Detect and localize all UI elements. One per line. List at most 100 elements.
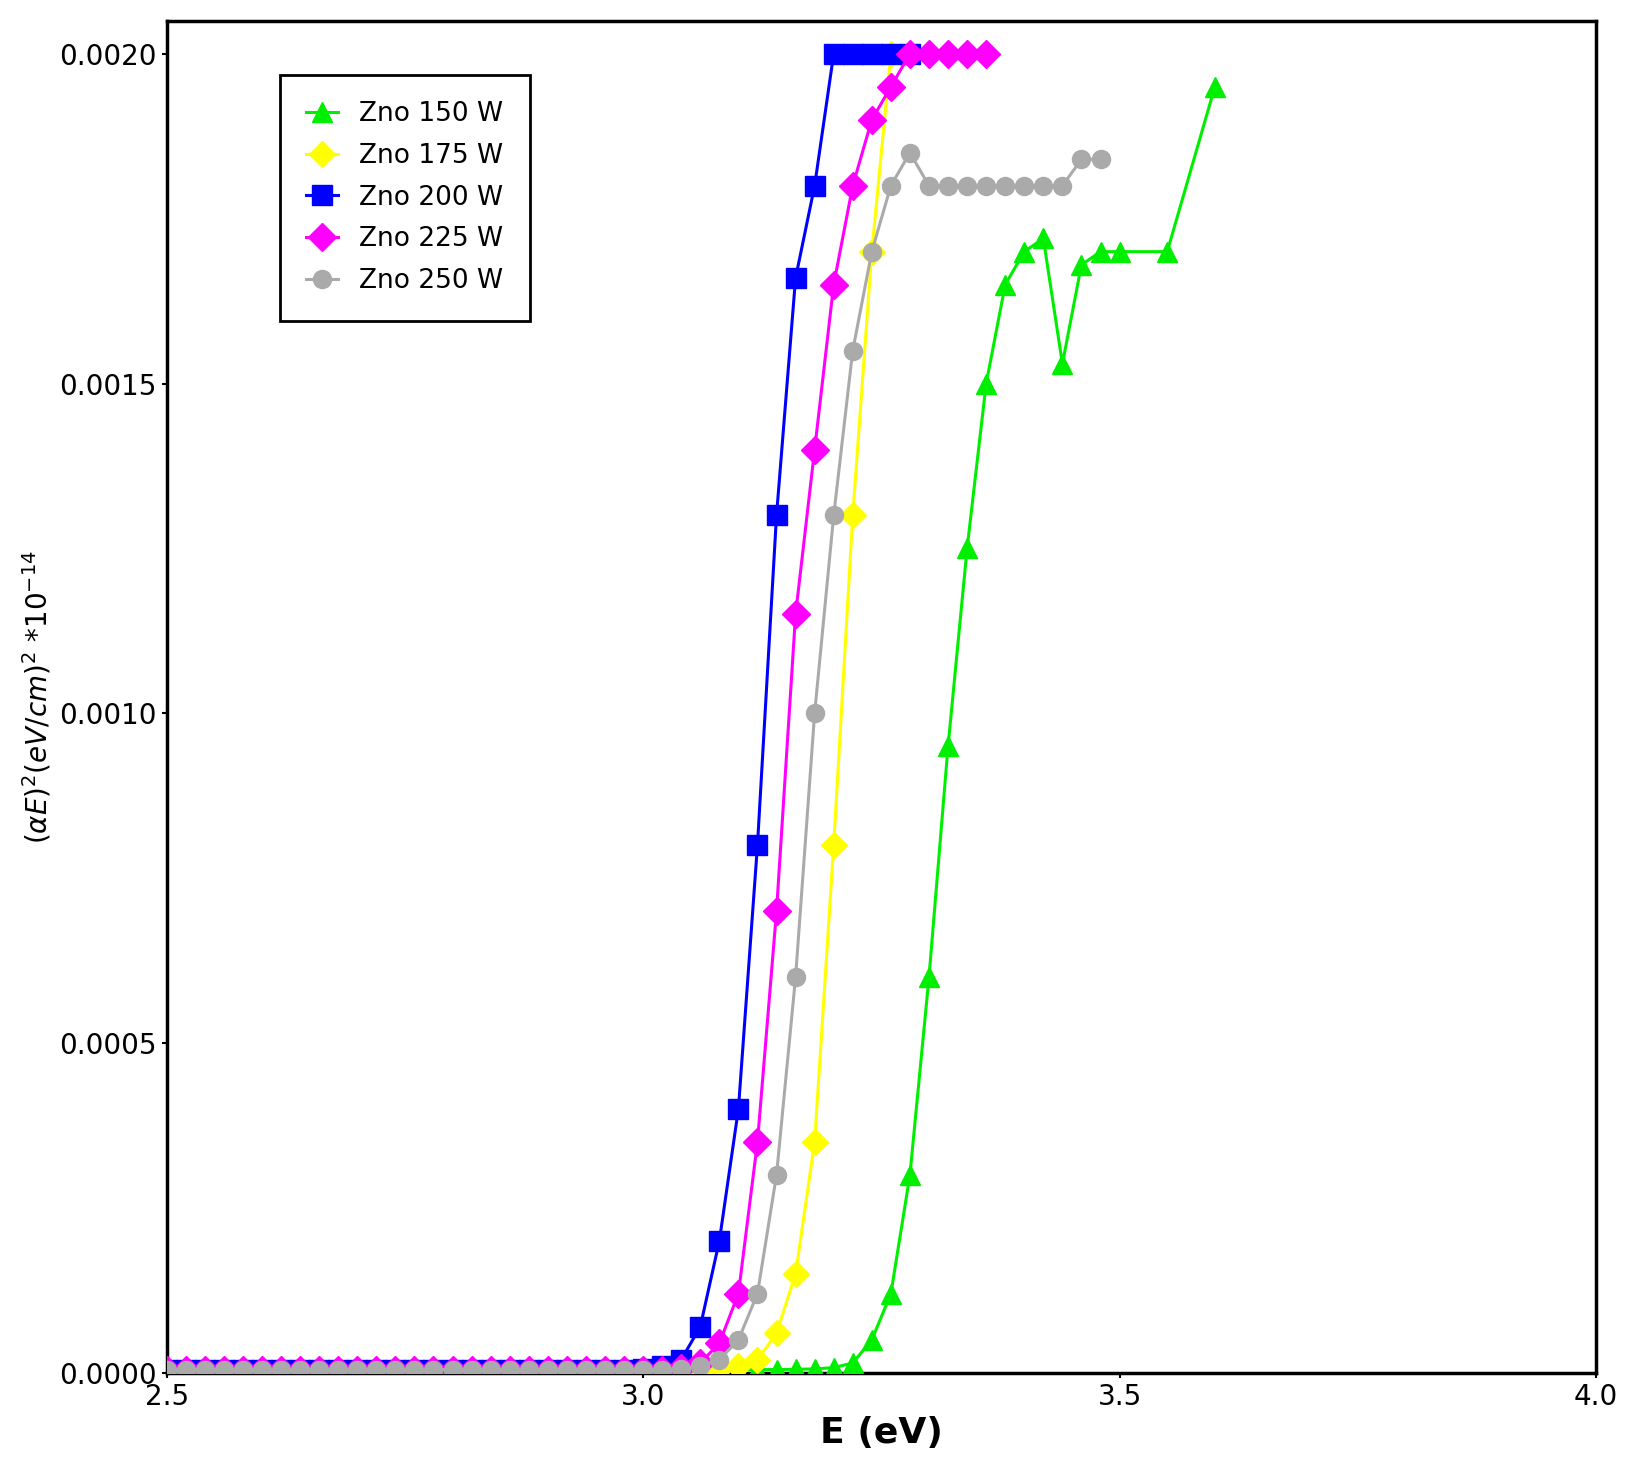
Zno 200 W bbox=[423, 1361, 443, 1378]
Zno 225 W bbox=[672, 1359, 692, 1377]
Zno 175 W bbox=[615, 1361, 634, 1378]
Zno 200 W bbox=[385, 1361, 405, 1378]
Zno 175 W bbox=[652, 1361, 672, 1378]
Zno 200 W bbox=[672, 1350, 692, 1368]
Zno 250 W bbox=[405, 1361, 425, 1378]
Zno 225 W bbox=[233, 1361, 252, 1378]
Zno 175 W bbox=[882, 46, 901, 63]
Zno 150 W bbox=[157, 1361, 177, 1378]
Zno 200 W bbox=[500, 1361, 520, 1378]
Zno 225 W bbox=[919, 46, 939, 63]
Zno 225 W bbox=[652, 1361, 672, 1378]
Zno 200 W bbox=[652, 1358, 672, 1375]
Zno 225 W bbox=[538, 1361, 557, 1378]
Zno 225 W bbox=[767, 902, 787, 919]
Zno 175 W bbox=[575, 1361, 595, 1378]
Zno 225 W bbox=[977, 46, 997, 63]
Line: Zno 175 W: Zno 175 W bbox=[157, 44, 977, 1378]
Zno 225 W bbox=[729, 1284, 749, 1302]
Zno 250 W bbox=[1015, 177, 1034, 194]
Zno 250 W bbox=[500, 1361, 520, 1378]
Zno 175 W bbox=[215, 1361, 234, 1378]
Zno 250 W bbox=[615, 1361, 634, 1378]
Legend: Zno 150 W, Zno 175 W, Zno 200 W, Zno 225 W, Zno 250 W: Zno 150 W, Zno 175 W, Zno 200 W, Zno 225… bbox=[280, 75, 529, 321]
Zno 200 W bbox=[900, 46, 919, 63]
Zno 175 W bbox=[290, 1361, 310, 1378]
Zno 225 W bbox=[270, 1361, 290, 1378]
Zno 250 W bbox=[195, 1361, 215, 1378]
Zno 200 W bbox=[824, 46, 844, 63]
Zno 150 W bbox=[747, 1361, 767, 1378]
Zno 175 W bbox=[520, 1361, 539, 1378]
Zno 175 W bbox=[957, 46, 977, 63]
Zno 250 W bbox=[710, 1350, 729, 1368]
Zno 150 W bbox=[729, 1361, 749, 1378]
Line: Zno 225 W: Zno 225 W bbox=[157, 44, 997, 1380]
Zno 225 W bbox=[805, 441, 824, 459]
Zno 250 W bbox=[672, 1361, 692, 1378]
Zno 175 W bbox=[270, 1361, 290, 1378]
Zno 250 W bbox=[462, 1361, 482, 1378]
Zno 250 W bbox=[367, 1361, 387, 1378]
Line: Zno 150 W: Zno 150 W bbox=[157, 76, 1224, 1380]
Zno 225 W bbox=[862, 110, 882, 128]
Zno 225 W bbox=[633, 1361, 652, 1378]
Zno 225 W bbox=[157, 1361, 177, 1378]
Zno 200 W bbox=[405, 1361, 425, 1378]
Zno 225 W bbox=[195, 1361, 215, 1378]
Zno 250 W bbox=[938, 177, 957, 194]
Zno 175 W bbox=[367, 1361, 387, 1378]
Zno 175 W bbox=[710, 1361, 729, 1378]
Zno 200 W bbox=[443, 1361, 462, 1378]
Zno 200 W bbox=[615, 1361, 634, 1378]
Zno 200 W bbox=[347, 1361, 367, 1378]
Zno 225 W bbox=[405, 1361, 425, 1378]
Zno 200 W bbox=[747, 837, 767, 855]
Zno 175 W bbox=[538, 1361, 557, 1378]
Zno 200 W bbox=[310, 1361, 329, 1378]
Zno 175 W bbox=[633, 1361, 652, 1378]
Zno 175 W bbox=[500, 1361, 520, 1378]
Zno 200 W bbox=[290, 1361, 310, 1378]
Zno 200 W bbox=[557, 1361, 577, 1378]
Zno 250 W bbox=[385, 1361, 405, 1378]
Zno 225 W bbox=[480, 1361, 500, 1378]
Zno 225 W bbox=[462, 1361, 482, 1378]
Zno 250 W bbox=[957, 177, 977, 194]
Zno 150 W bbox=[919, 968, 939, 986]
Zno 225 W bbox=[957, 46, 977, 63]
Zno 225 W bbox=[557, 1361, 577, 1378]
Zno 250 W bbox=[347, 1361, 367, 1378]
Zno 250 W bbox=[423, 1361, 443, 1378]
Zno 200 W bbox=[842, 46, 862, 63]
Zno 250 W bbox=[480, 1361, 500, 1378]
Zno 225 W bbox=[595, 1361, 615, 1378]
Zno 225 W bbox=[290, 1361, 310, 1378]
Zno 250 W bbox=[882, 177, 901, 194]
Zno 250 W bbox=[842, 341, 862, 359]
Zno 200 W bbox=[767, 506, 787, 524]
Zno 225 W bbox=[367, 1361, 387, 1378]
Zno 225 W bbox=[385, 1361, 405, 1378]
Zno 225 W bbox=[423, 1361, 443, 1378]
Zno 200 W bbox=[157, 1361, 177, 1378]
Zno 250 W bbox=[767, 1167, 787, 1184]
Zno 225 W bbox=[842, 177, 862, 194]
Zno 200 W bbox=[710, 1233, 729, 1250]
Zno 225 W bbox=[347, 1361, 367, 1378]
Zno 225 W bbox=[252, 1361, 272, 1378]
Zno 200 W bbox=[862, 46, 882, 63]
Zno 250 W bbox=[538, 1361, 557, 1378]
Zno 250 W bbox=[310, 1361, 329, 1378]
Zno 250 W bbox=[919, 177, 939, 194]
Zno 225 W bbox=[785, 606, 805, 624]
Zno 175 W bbox=[824, 837, 844, 855]
Zno 250 W bbox=[729, 1331, 749, 1349]
Zno 175 W bbox=[423, 1361, 443, 1378]
Zno 225 W bbox=[328, 1361, 347, 1378]
Zno 150 W bbox=[1205, 78, 1224, 96]
Zno 250 W bbox=[824, 506, 844, 524]
Zno 200 W bbox=[233, 1361, 252, 1378]
Zno 225 W bbox=[615, 1361, 634, 1378]
Line: Zno 250 W: Zno 250 W bbox=[157, 144, 1110, 1378]
